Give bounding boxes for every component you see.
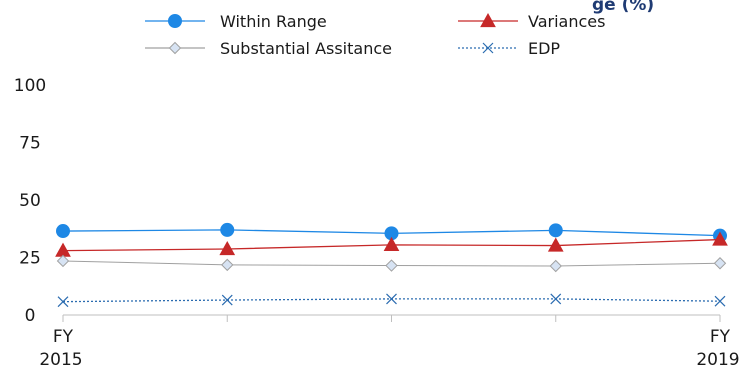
- series-variances: [55, 231, 728, 257]
- legend-label: Substantial Assitance: [220, 39, 392, 58]
- legend-label: EDP: [528, 39, 560, 58]
- series-substantial-assitance: [56, 254, 727, 273]
- legend-item: Substantial Assitance: [145, 39, 392, 58]
- x-tick-label: FY: [53, 327, 74, 347]
- data-point: [386, 293, 397, 305]
- legend-item: EDP: [458, 39, 560, 58]
- data-point: [547, 237, 564, 252]
- data-point: [713, 257, 727, 270]
- data-point: [549, 259, 562, 273]
- y-tick-label: 100: [14, 76, 46, 96]
- data-point: [548, 223, 563, 238]
- data-point: [219, 240, 236, 256]
- legend-marker: [480, 12, 496, 28]
- legend-item: Within Range: [145, 12, 327, 31]
- data-point: [220, 222, 235, 237]
- data-point: [55, 242, 71, 257]
- data-point: [385, 259, 398, 272]
- chart-title-fragment: ge (%): [592, 0, 654, 15]
- legend-label: Within Range: [220, 12, 327, 31]
- y-tick-label: 0: [25, 306, 36, 326]
- data-point: [56, 254, 70, 268]
- data-point: [712, 231, 728, 246]
- data-point: [383, 236, 400, 251]
- data-point: [57, 296, 69, 308]
- axes: FY 2015 FY 2019 0 25 50 75 100: [14, 76, 740, 369]
- data-point: [56, 224, 70, 239]
- legend-label: Variances: [528, 12, 605, 31]
- y-tick-label: 25: [19, 249, 41, 269]
- legend-marker: [168, 14, 182, 28]
- y-tick-label: 50: [19, 191, 41, 211]
- legend-marker: [482, 42, 494, 54]
- legend: Within Range Variances Substantial Assitan…: [145, 12, 605, 58]
- data-point: [221, 294, 233, 306]
- data-point: [550, 293, 562, 305]
- x-tick-label-year: 2019: [696, 350, 739, 369]
- data-point: [714, 295, 726, 307]
- y-tick-label: 75: [19, 134, 41, 154]
- data-point: [221, 258, 234, 272]
- series-edp: [57, 293, 726, 308]
- series-layer: [55, 222, 728, 308]
- series-within-range: [56, 222, 727, 243]
- x-tick-label-year: 2015: [39, 350, 82, 369]
- legend-item: Variances: [458, 12, 605, 31]
- x-tick-label: FY: [710, 327, 731, 347]
- legend-marker: [168, 41, 182, 55]
